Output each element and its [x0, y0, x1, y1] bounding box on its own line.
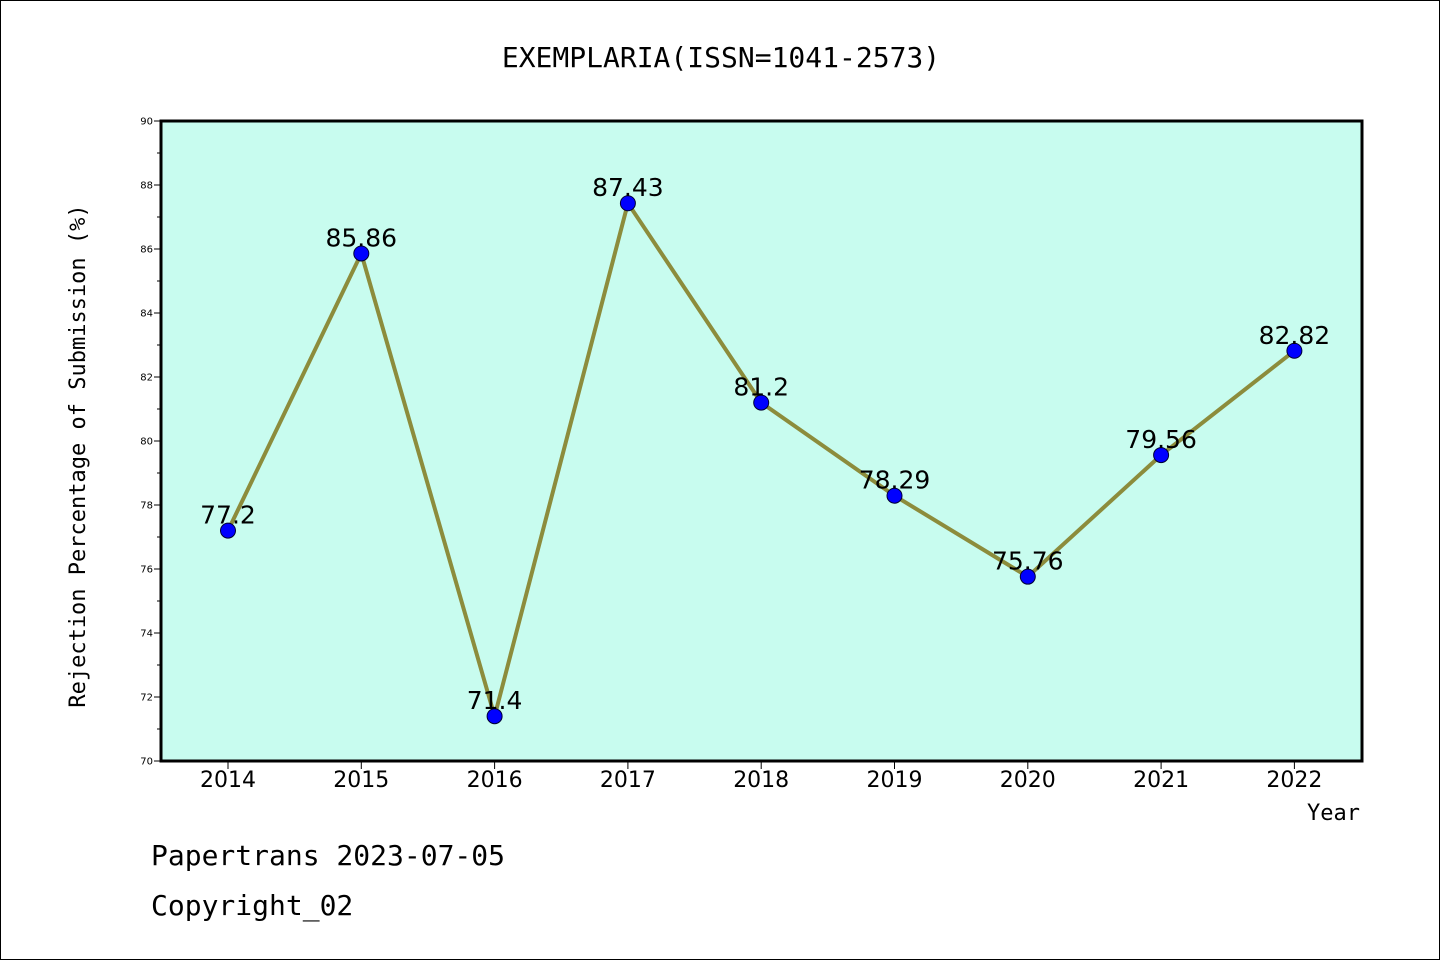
x-axis: 2014 2015 2016 2017 2018 2019 2020 2021 2022	[200, 761, 1322, 793]
y-tick-label: 84	[140, 309, 153, 320]
data-point	[353, 245, 370, 262]
data-point	[1153, 447, 1170, 464]
chart-title: EXEMPLARIA(ISSN=1041-2573)	[502, 41, 940, 74]
x-tick-label: 2015	[333, 768, 389, 793]
y-tick-label: 86	[140, 245, 153, 256]
data-label: 79.56	[1125, 425, 1197, 454]
x-tick-label: 2014	[200, 768, 256, 793]
y-tick-label: 78	[140, 501, 153, 512]
data-label: 78.29	[859, 466, 931, 495]
data-point	[1286, 342, 1303, 359]
x-tick-label: 2021	[1133, 768, 1189, 793]
x-tick-label: 2020	[1000, 768, 1056, 793]
data-point	[753, 394, 770, 411]
data-point	[220, 522, 236, 539]
data-label: 75.76	[992, 547, 1064, 576]
x-axis-title: Year	[1307, 801, 1360, 826]
data-point	[619, 195, 636, 212]
x-tick-label: 2018	[733, 768, 789, 793]
y-tick-label: 82	[140, 373, 153, 384]
data-label: 81.2	[733, 373, 789, 402]
data-markers	[220, 195, 1303, 725]
y-tick-label: 88	[140, 181, 153, 192]
data-point	[886, 487, 903, 504]
data-label: 82.82	[1259, 321, 1331, 350]
data-label: 77.2	[200, 501, 256, 530]
plot-area	[159, 119, 1364, 763]
x-tick-label: 2017	[600, 768, 656, 793]
y-tick-label: 76	[140, 565, 153, 576]
x-tick-label: 2016	[467, 768, 523, 793]
footer-copyright: Copyright_02	[151, 889, 353, 923]
data-label: 85.86	[326, 223, 398, 252]
y-tick-label: 90	[140, 117, 153, 128]
y-axis: 70 72 74 76 78 80 82 84 86 88 90	[140, 117, 161, 768]
y-tick-label: 80	[140, 437, 153, 448]
data-labels: 77.2 85.86 71.4 87.43 81.2 78.29 75.76 79.56 82.…	[200, 173, 1330, 715]
data-label: 87.43	[592, 173, 664, 202]
data-label: 71.4	[467, 686, 523, 715]
x-tick-label: 2019	[867, 768, 923, 793]
data-point	[486, 708, 503, 725]
y-tick-label: 70	[140, 757, 153, 768]
y-tick-label: 72	[140, 693, 153, 704]
data-point	[1019, 568, 1036, 585]
y-tick-label: 74	[140, 629, 153, 640]
footer-date: Papertrans 2023-07-05	[151, 839, 505, 872]
x-tick-label: 2022	[1266, 768, 1322, 793]
y-axis-title: Rejection Percentage of Submission (%)	[66, 204, 91, 707]
